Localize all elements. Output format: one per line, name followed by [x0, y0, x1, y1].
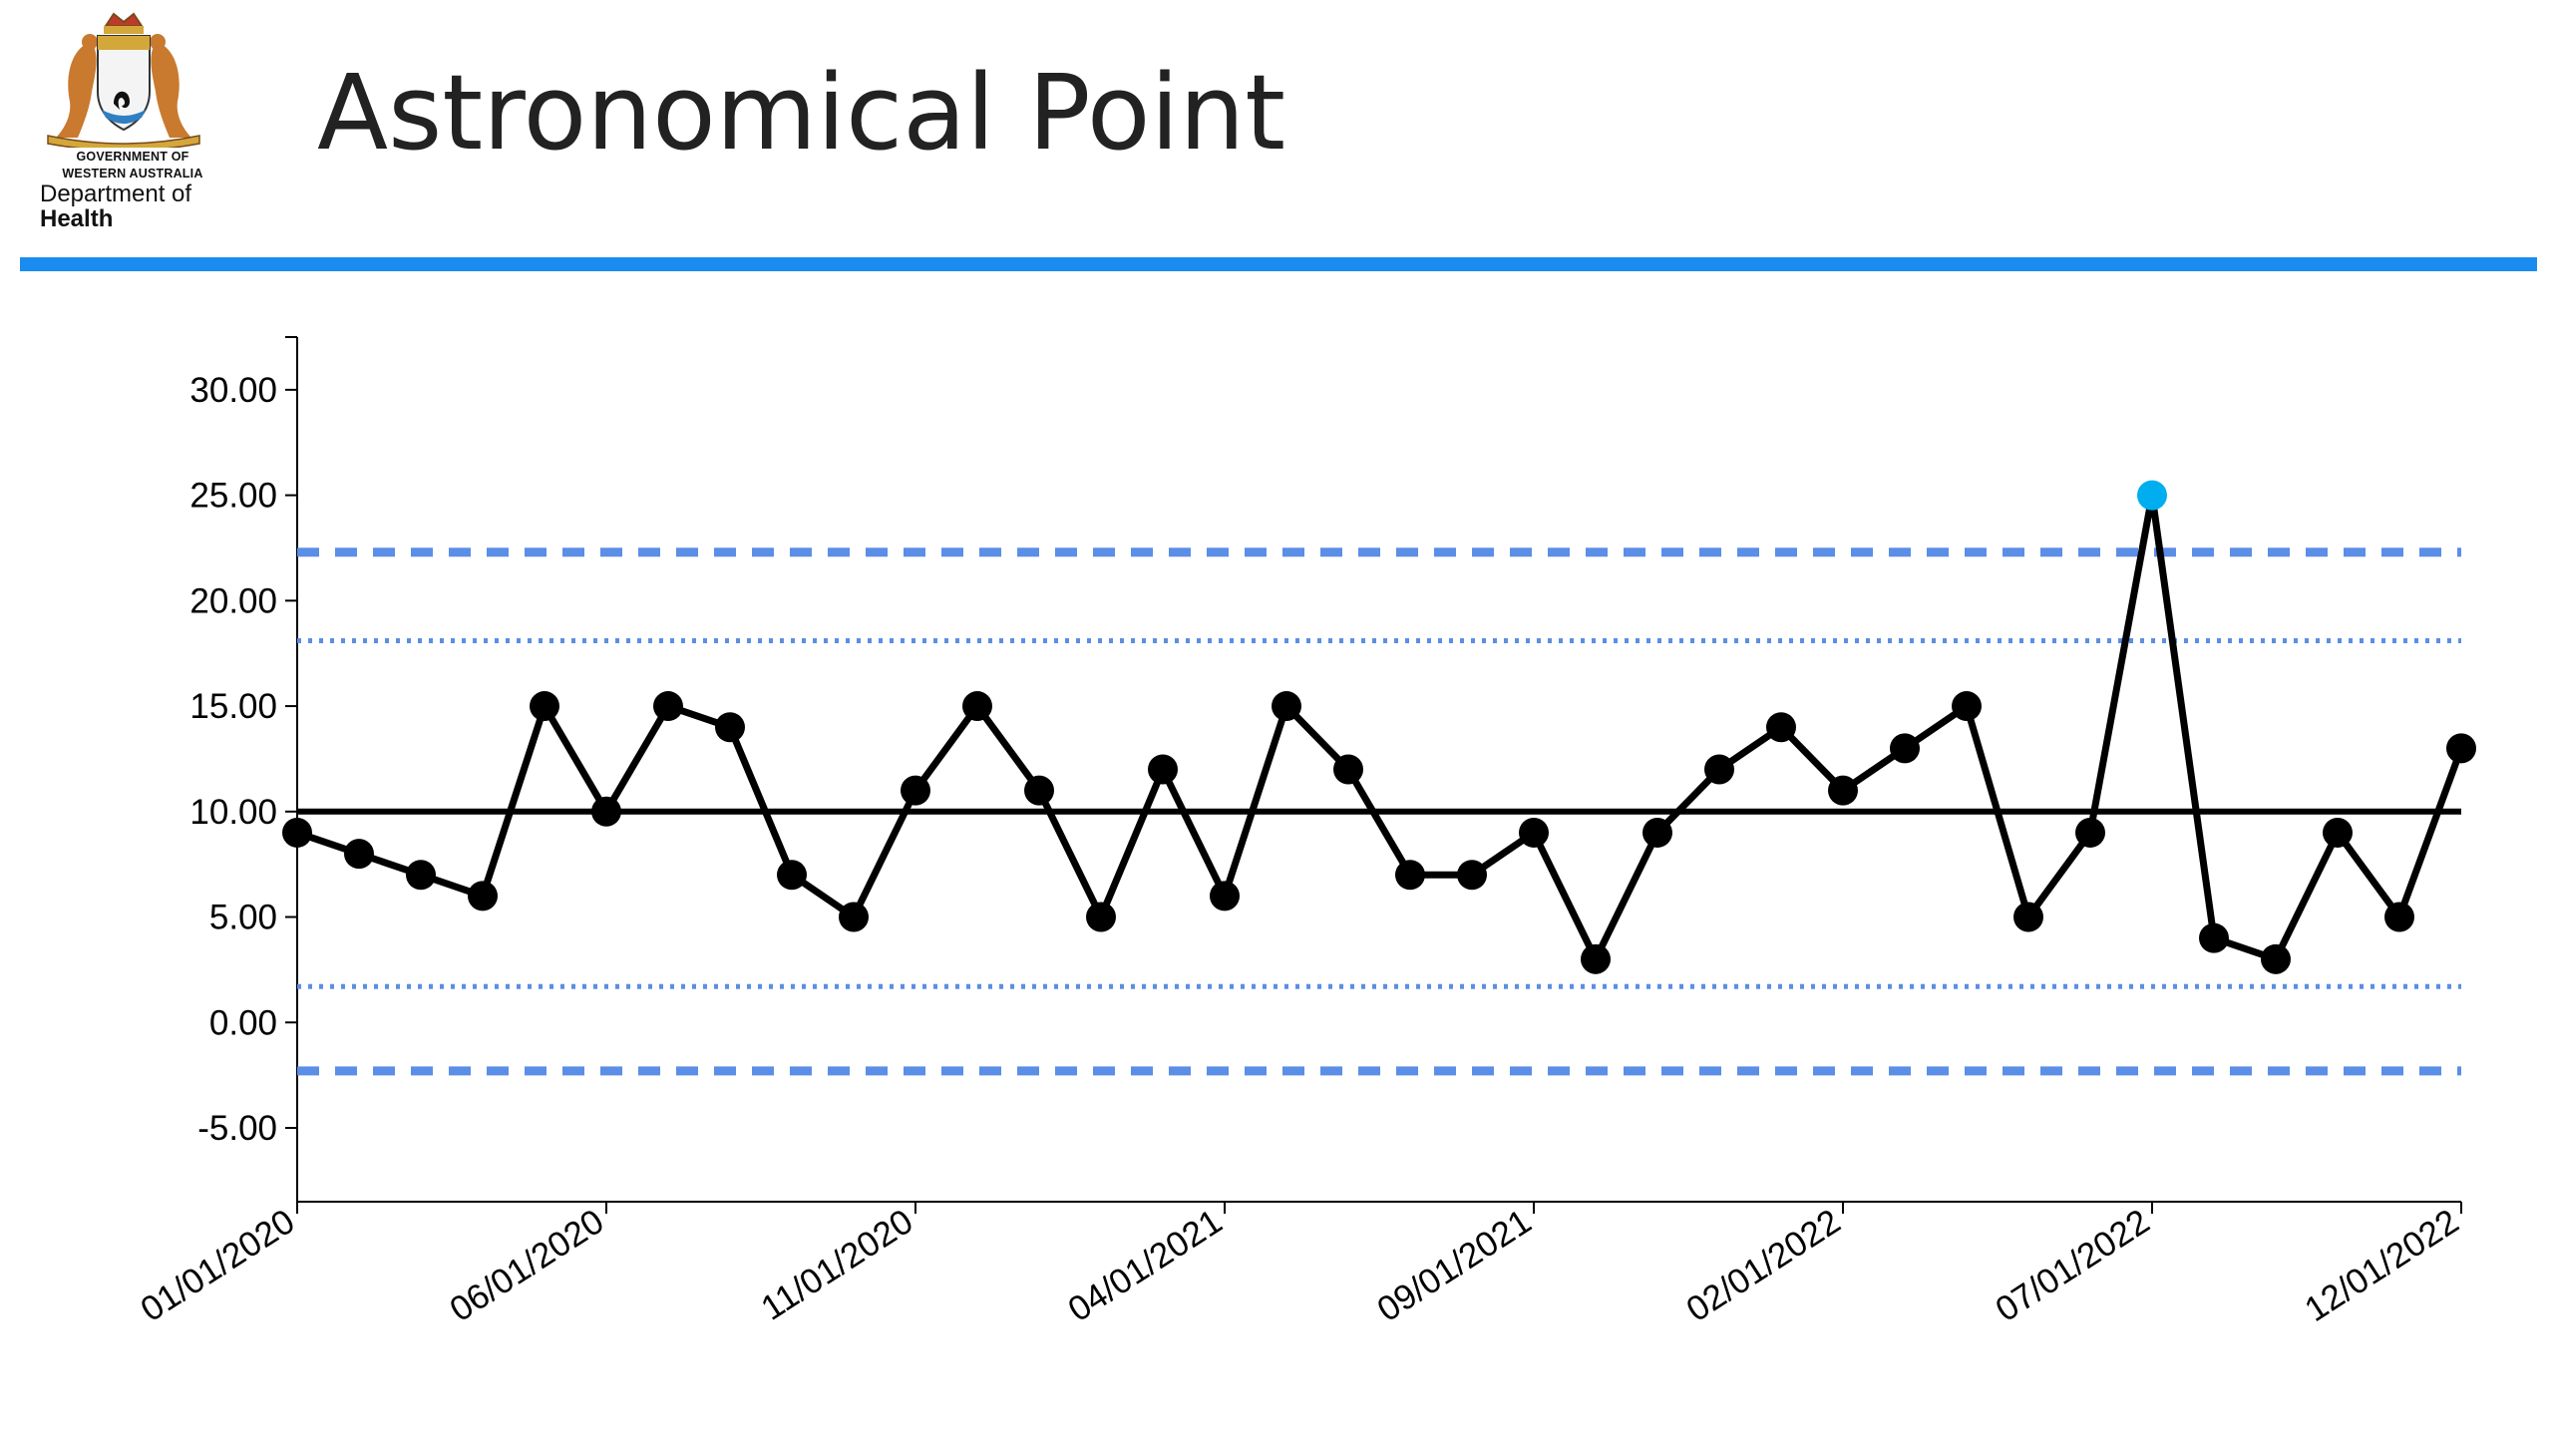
data-point	[653, 691, 683, 722]
y-tick-label: 0.00	[209, 1003, 277, 1042]
data-point	[530, 691, 559, 722]
data-point	[2323, 817, 2353, 848]
data-point	[1581, 943, 1611, 974]
data-point	[839, 902, 869, 932]
series-line	[295, 492, 2465, 963]
wa-health-logo: GOVERNMENT OF WESTERN AUSTRALIA Departme…	[34, 12, 213, 231]
data-point	[1519, 817, 1549, 848]
x-tick-label: 07/01/2022	[1989, 1202, 2156, 1329]
data-point	[1395, 860, 1425, 891]
data-point	[1704, 754, 1734, 785]
y-tick-label: 30.00	[189, 371, 277, 410]
data-point	[2199, 922, 2229, 953]
y-tick-label: 5.00	[209, 899, 277, 937]
x-tick-label: 01/01/2020	[134, 1202, 301, 1329]
data-point	[777, 860, 807, 891]
logo-department-text: Department of	[40, 181, 192, 207]
logo-state-text: WESTERN AUSTRALIA	[62, 167, 203, 181]
data-point	[901, 775, 930, 806]
data-point	[1457, 860, 1487, 891]
data-point	[1890, 733, 1920, 764]
data-point	[1828, 775, 1858, 806]
data-point	[1642, 817, 1672, 848]
x-tick-label: 04/01/2021	[1061, 1202, 1229, 1329]
logo-government-text: GOVERNMENT OF	[76, 150, 189, 164]
data-point	[2013, 902, 2043, 932]
data-point	[1024, 775, 1054, 806]
data-point	[344, 839, 374, 870]
x-tick-label: 09/01/2021	[1370, 1202, 1538, 1329]
x-tick-label: 11/01/2020	[754, 1202, 919, 1328]
data-point	[406, 860, 436, 891]
y-tick-label: 10.00	[189, 793, 277, 832]
data-point	[282, 817, 312, 848]
data-point	[962, 691, 992, 722]
data-point	[2261, 943, 2291, 974]
x-tick-label: 06/01/2020	[443, 1202, 610, 1329]
data-point	[2446, 733, 2476, 764]
data-point	[1086, 902, 1116, 932]
header-accent-bar	[20, 257, 2537, 271]
data-point	[1148, 754, 1178, 785]
data-point	[1766, 712, 1796, 743]
page-title: Astronomical Point	[317, 52, 1286, 174]
logo-health-text: Health	[40, 205, 114, 232]
data-point	[2075, 817, 2105, 848]
data-point	[1333, 754, 1363, 785]
data-point	[1952, 691, 1982, 722]
data-point	[1272, 691, 1301, 722]
x-tick-label: 02/01/2022	[1679, 1202, 1847, 1329]
data-point	[715, 712, 745, 743]
data-point	[2384, 902, 2414, 932]
data-point	[1210, 881, 1240, 911]
data-point	[591, 796, 621, 827]
y-tick-label: 20.00	[189, 581, 277, 620]
astronomical-data-point	[2137, 480, 2167, 511]
y-tick-label: -5.00	[197, 1109, 277, 1148]
coat-of-arms-icon	[47, 12, 200, 148]
x-tick-label: 12/01/2022	[2298, 1202, 2465, 1329]
y-tick-label: 25.00	[189, 477, 277, 516]
y-tick-label: 15.00	[189, 687, 277, 726]
data-point	[468, 881, 498, 911]
